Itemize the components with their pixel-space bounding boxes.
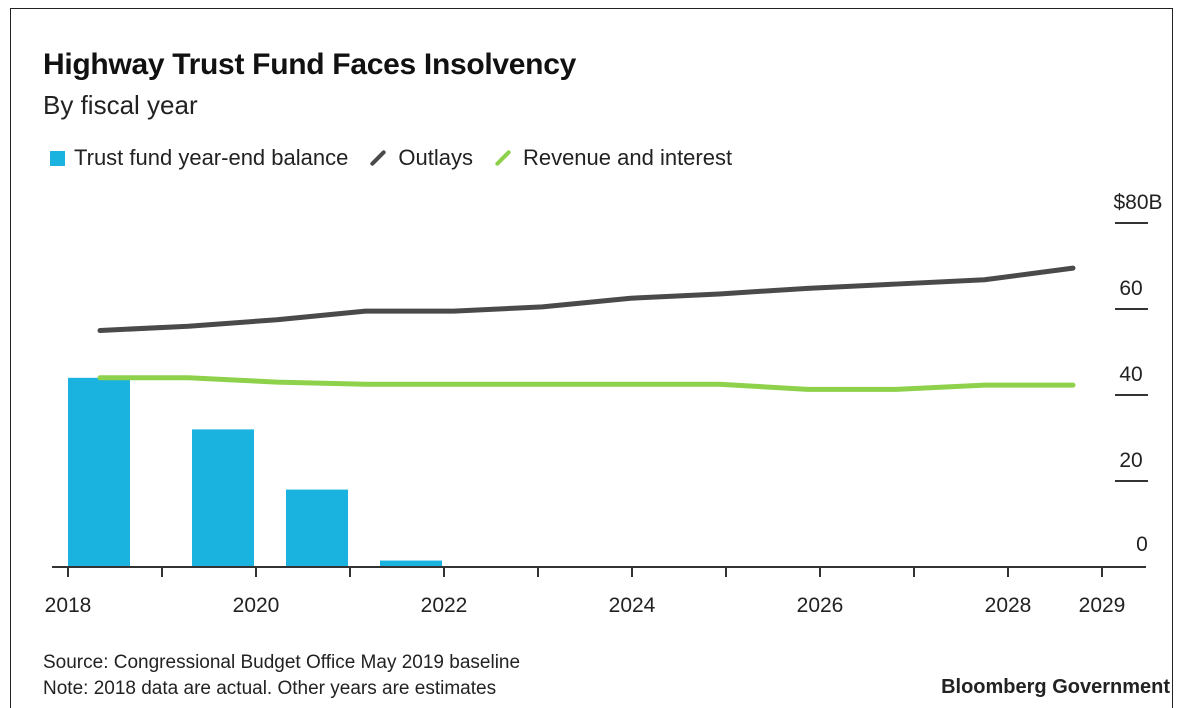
legend-item-outlays: Outlays bbox=[366, 145, 473, 171]
x-tick-label-2018: 2018 bbox=[45, 594, 92, 617]
series-line-revenue bbox=[97, 375, 1076, 392]
y-tick-label-20: 20 bbox=[1119, 449, 1142, 472]
bar-2021 bbox=[380, 560, 442, 567]
footer-note: Note: 2018 data are actual. Other years … bbox=[43, 678, 497, 699]
series-line-outlays bbox=[97, 265, 1076, 333]
y-tick-label-40: 40 bbox=[1119, 363, 1142, 386]
y-tick-label-0: 0 bbox=[1136, 533, 1148, 556]
chart-title: Highway Trust Fund Faces Insolvency bbox=[43, 48, 576, 81]
legend-item-revenue: Revenue and interest bbox=[491, 145, 732, 171]
y-tick-label-80: $80B bbox=[1113, 191, 1162, 214]
x-tick-label-2020: 2020 bbox=[233, 594, 280, 617]
x-tick-label-2024: 2024 bbox=[609, 594, 656, 617]
chart-frame bbox=[10, 8, 1173, 708]
x-tick-label-2022: 2022 bbox=[421, 594, 468, 617]
legend-swatch-balance bbox=[50, 150, 65, 166]
x-tick-label-2026: 2026 bbox=[797, 594, 844, 617]
bar-2019 bbox=[192, 429, 254, 567]
x-tick-label-2028: 2028 bbox=[985, 594, 1032, 617]
legend: Trust fund year-end balance Outlays Reve… bbox=[50, 145, 750, 171]
y-tick-label-60: 60 bbox=[1119, 277, 1142, 300]
bar-2020 bbox=[286, 489, 348, 567]
legend-item-balance: Trust fund year-end balance bbox=[50, 145, 348, 171]
legend-label-balance: Trust fund year-end balance bbox=[74, 145, 349, 170]
bar-2018 bbox=[68, 377, 130, 567]
legend-label-revenue: Revenue and interest bbox=[522, 145, 733, 170]
chart-subtitle: By fiscal year bbox=[43, 90, 198, 120]
footer-source: Source: Congressional Budget Office May … bbox=[43, 652, 521, 673]
footer-brand: Bloomberg Government bbox=[941, 676, 1170, 698]
x-tick-label-2029: 2029 bbox=[1079, 594, 1126, 617]
legend-label-outlays: Outlays bbox=[398, 145, 473, 170]
